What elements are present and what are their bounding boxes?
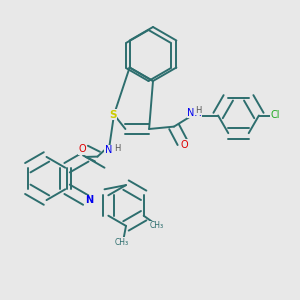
Text: CH₃: CH₃ [115, 238, 129, 247]
Text: O: O [78, 144, 86, 154]
Text: NH: NH [104, 145, 119, 155]
Text: Cl: Cl [270, 110, 280, 121]
Text: CH₃: CH₃ [149, 221, 164, 230]
Text: H: H [195, 106, 202, 115]
Text: H: H [114, 144, 120, 153]
Text: NH: NH [187, 107, 202, 118]
Text: S: S [109, 110, 116, 120]
Text: O: O [181, 140, 189, 150]
Text: N: N [85, 195, 94, 205]
